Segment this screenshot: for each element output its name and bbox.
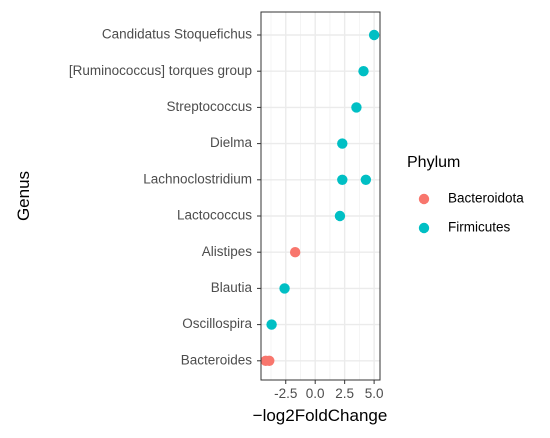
y-tick-label: Lactococcus [177,208,252,223]
y-tick-label: Bacteroides [181,352,253,367]
y-tick-label: Dielma [210,135,253,150]
data-point [358,66,369,77]
data-point [289,247,301,258]
data-point [334,210,346,222]
y-tick-label: Lachnoclostridium [143,171,252,186]
y-tick-label: Candidatus Stoquefichus [102,27,252,42]
data-point [279,283,290,294]
data-point [337,174,348,185]
x-tick-label: -2.5 [274,386,297,401]
x-tick-label: 5.0 [365,386,384,401]
data-point [351,102,362,113]
x-axis: -2.5 0.0 2.5 5.0 [274,380,383,401]
legend-key [418,193,430,205]
legend-key [418,222,430,234]
y-axis-title: Genus [14,171,33,221]
data-point [337,138,348,149]
data-point [360,174,372,185]
y-tick-label: Alistipes [202,244,253,259]
legend: Phylum Bacteroidota Firmicutes [407,154,524,235]
legend-title: Phylum [407,154,460,171]
y-tick-label: Oscillospira [182,316,252,331]
y-tick-label: [Ruminococcus] torques group [69,63,252,78]
y-tick-label: Streptococcus [166,99,252,114]
data-point [266,319,277,330]
data-point [264,355,275,366]
y-tick-label: Blautia [211,280,253,295]
data-point [368,29,380,41]
legend-entries: Bacteroidota Firmicutes [418,191,524,235]
panel-border [260,11,381,381]
legend-label: Bacteroidota [448,191,524,206]
x-axis-title: −log2FoldChange [253,406,388,425]
plot-panel [260,11,381,381]
legend-label: Firmicutes [448,220,511,235]
x-tick-label: 2.5 [335,386,354,401]
y-axis: Candidatus Stoquefichus [Ruminococcus] to… [69,27,261,367]
data-points [260,29,380,366]
x-tick-label: 0.0 [306,386,325,401]
